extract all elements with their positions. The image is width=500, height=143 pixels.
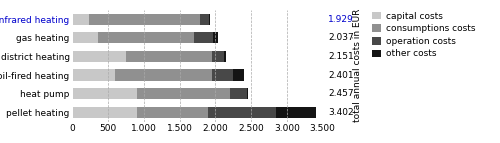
Bar xyxy=(212,51,224,62)
Text: 2.401: 2.401 xyxy=(328,71,353,80)
Bar xyxy=(194,32,213,43)
Bar xyxy=(247,88,248,99)
Text: 2.151: 2.151 xyxy=(328,52,354,61)
Bar xyxy=(213,32,218,43)
Bar xyxy=(208,107,276,118)
Bar xyxy=(212,69,233,81)
Bar xyxy=(137,107,208,118)
Bar xyxy=(137,88,230,99)
Legend: capital costs, consumptions costs, operation costs, other costs: capital costs, consumptions costs, opera… xyxy=(372,12,475,58)
Text: total annual costs in EUR: total annual costs in EUR xyxy=(353,9,362,122)
Bar xyxy=(126,51,212,62)
Bar xyxy=(116,69,212,81)
Text: 3.402: 3.402 xyxy=(328,108,353,117)
Bar xyxy=(98,32,194,43)
Bar xyxy=(233,69,244,81)
Bar xyxy=(276,107,316,118)
Bar xyxy=(72,32,98,43)
Bar xyxy=(89,14,200,25)
Bar xyxy=(72,107,137,118)
Text: 2.457: 2.457 xyxy=(328,89,353,98)
Text: 2.037: 2.037 xyxy=(328,33,354,42)
Bar xyxy=(72,69,116,81)
Text: 1.929: 1.929 xyxy=(328,15,354,24)
Bar xyxy=(230,88,247,99)
Bar xyxy=(72,14,89,25)
Bar xyxy=(72,51,126,62)
Bar xyxy=(200,14,209,25)
Bar xyxy=(72,88,137,99)
Bar xyxy=(224,51,226,62)
Bar xyxy=(209,14,210,25)
